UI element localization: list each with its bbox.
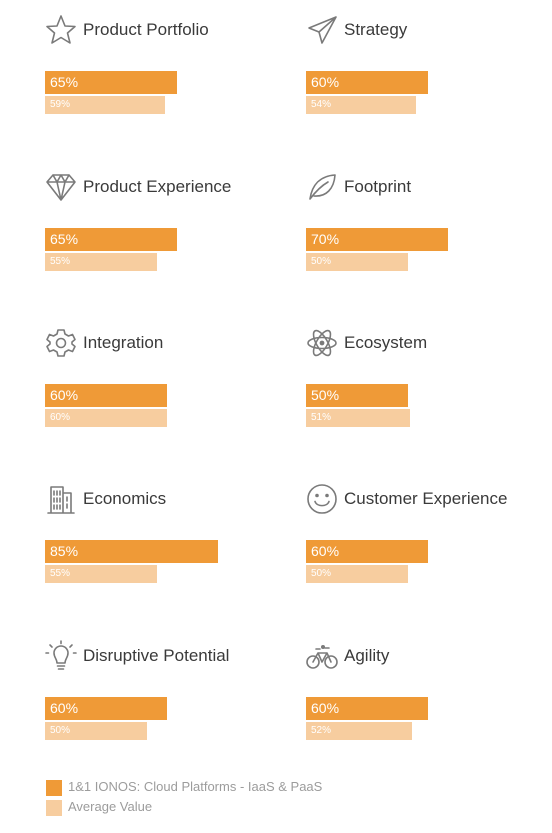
building-icon: [45, 483, 77, 515]
metric-customer-experience: Customer Experience 60% 50%: [306, 483, 552, 583]
metric-title: Ecosystem: [344, 333, 428, 352]
bar-primary: 65%: [45, 71, 178, 94]
bar-primary: 65%: [45, 228, 178, 251]
bar-average: 60%: [45, 409, 168, 427]
bar-average: 50%: [306, 253, 408, 271]
metric-title: Strategy: [344, 20, 408, 39]
metric-product-portfolio: Product Portfolio 65% 59%: [45, 14, 295, 114]
metric-strategy: Strategy 60% 54%: [306, 14, 552, 114]
metric-title: Disruptive Potential: [83, 646, 230, 665]
legend-swatch-primary: [46, 780, 62, 796]
metric-header: Agility: [306, 640, 552, 674]
leaf-icon: [306, 171, 338, 203]
lightbulb-icon: [45, 640, 77, 672]
metric-title: Product Portfolio: [83, 20, 209, 39]
metric-header: Ecosystem: [306, 327, 552, 361]
star-icon: [45, 14, 77, 46]
metric-header: Disruptive Potential: [45, 640, 295, 674]
bicycle-icon: [306, 640, 338, 672]
gear-icon: [45, 327, 77, 359]
metric-title: Economics: [83, 489, 167, 508]
bar-primary: 60%: [306, 697, 429, 720]
bar-primary: 70%: [306, 228, 449, 251]
bar-average: 54%: [306, 96, 416, 114]
bar-primary: 60%: [306, 540, 429, 563]
bar-primary: 50%: [306, 384, 408, 407]
metric-header: Footprint: [306, 171, 552, 205]
bar-average: 59%: [45, 96, 166, 114]
bar-average: 51%: [306, 409, 410, 427]
metric-agility: Agility 60% 52%: [306, 640, 552, 740]
bar-primary: 60%: [45, 384, 168, 407]
metric-header: Economics: [45, 483, 295, 517]
bar-primary: 60%: [45, 697, 168, 720]
metric-header: Product Experience: [45, 171, 295, 205]
bar-average: 50%: [306, 565, 408, 583]
metric-title: Product Experience: [83, 177, 232, 196]
bar-average: 52%: [306, 722, 412, 740]
metric-header: Product Portfolio: [45, 14, 295, 48]
metric-title: Agility: [344, 646, 390, 665]
metric-disruptive-potential: Disruptive Potential 60% 50%: [45, 640, 295, 740]
bar-primary: 85%: [45, 540, 218, 563]
bar-primary: 60%: [306, 71, 429, 94]
metric-product-experience: Product Experience 65% 55%: [45, 171, 295, 271]
bar-average: 55%: [45, 565, 157, 583]
legend-swatch-average: [46, 800, 62, 816]
metric-economics: Economics 85% 55%: [45, 483, 295, 583]
paper-plane-icon: [306, 14, 338, 46]
metric-header: Strategy: [306, 14, 552, 48]
metric-header: Integration: [45, 327, 295, 361]
bar-average: 50%: [45, 722, 147, 740]
metric-title: Customer Experience: [344, 489, 508, 508]
metric-integration: Integration 60% 60%: [45, 327, 295, 427]
legend-label-primary: 1&1 IONOS: Cloud Platforms - IaaS & PaaS: [68, 779, 323, 794]
metric-title: Footprint: [344, 177, 412, 196]
metric-title: Integration: [83, 333, 164, 352]
atom-icon: [306, 327, 338, 359]
diamond-icon: [45, 171, 77, 203]
metric-ecosystem: Ecosystem 50% 51%: [306, 327, 552, 427]
metric-header: Customer Experience: [306, 483, 552, 517]
bar-average: 55%: [45, 253, 157, 271]
metric-footprint: Footprint 70% 50%: [306, 171, 552, 271]
legend-label-average: Average Value: [68, 799, 153, 814]
smiley-icon: [306, 483, 338, 515]
